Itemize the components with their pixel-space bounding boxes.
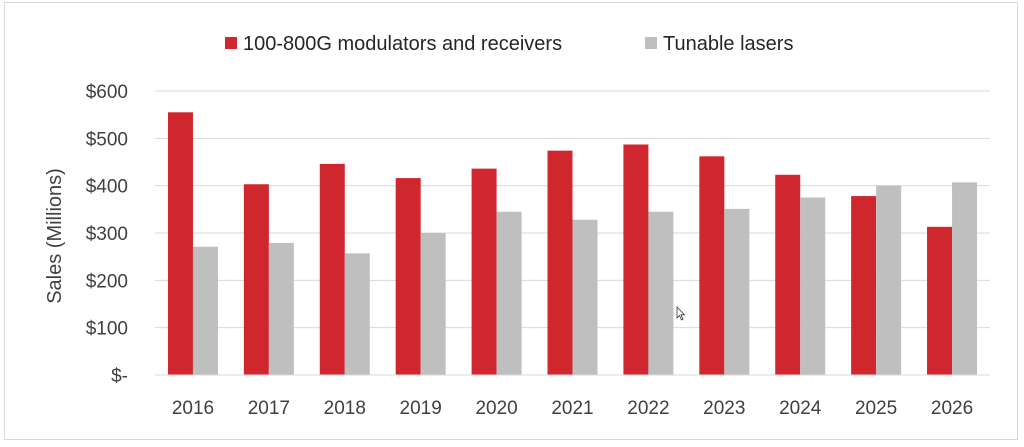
y-tick-label: $300 (86, 224, 128, 245)
x-tick-label: 2021 (551, 398, 593, 419)
bar-modulators-2020 (471, 168, 497, 375)
x-tick-label: 2016 (172, 398, 214, 419)
bar-tunable-lasers-2018 (344, 253, 370, 375)
y-axis-title: Sales (Millions) (44, 168, 66, 304)
bar-tunable-lasers-2017 (268, 242, 294, 375)
bar-modulators-2024 (775, 174, 801, 375)
legend-label-modulators: 100-800G modulators and receivers (243, 33, 562, 55)
x-tick-label: 2023 (703, 398, 745, 419)
bar-tunable-lasers-2016 (192, 246, 218, 375)
bar-modulators-2017 (243, 184, 269, 375)
bar-tunable-lasers-2024 (800, 197, 826, 375)
bar-modulators-2016 (167, 112, 193, 376)
y-tick-label: $600 (86, 82, 128, 103)
bar-modulators-2018 (319, 163, 345, 375)
x-tick-label: 2022 (627, 398, 669, 419)
y-tick-label: $- (111, 366, 128, 387)
bar-tunable-lasers-2020 (496, 211, 522, 375)
bar-modulators-2023 (699, 156, 725, 375)
bar-modulators-2025 (851, 196, 877, 375)
bar-modulators-2026 (927, 226, 953, 375)
bar-tunable-lasers-2023 (724, 208, 750, 375)
x-tick-label: 2024 (779, 398, 822, 419)
x-tick-label: 2026 (931, 398, 973, 419)
bar-tunable-lasers-2019 (420, 233, 446, 375)
legend-swatch-tunable-lasers (645, 37, 657, 49)
legend: 100-800G modulators and receivers Tunabl… (225, 33, 793, 55)
bar-tunable-lasers-2025 (876, 185, 902, 375)
y-tick-label: $200 (86, 271, 128, 292)
x-tick-label: 2020 (475, 398, 517, 419)
x-axis-tick-labels: 2016 2017 2018 2019 2020 2021 2022 2023 2024 2025… (172, 398, 973, 419)
x-tick-label: 2019 (400, 398, 442, 419)
mouse-cursor-icon (676, 306, 686, 321)
legend-swatch-modulators (225, 37, 237, 49)
bar-tunable-lasers-2026 (952, 182, 978, 375)
x-tick-label: 2017 (248, 398, 290, 419)
x-tick-label: 2018 (324, 398, 366, 419)
bars (167, 112, 978, 376)
bar-modulators-2022 (623, 144, 649, 375)
y-tick-label: $500 (86, 129, 128, 150)
y-tick-label: $100 (86, 319, 128, 340)
bar-tunable-lasers-2022 (648, 211, 674, 375)
legend-label-tunable-lasers: Tunable lasers (663, 33, 793, 55)
bar-tunable-lasers-2021 (572, 219, 598, 375)
gridlines (155, 90, 990, 329)
bar-modulators-2019 (395, 178, 421, 375)
x-tick-label: 2025 (855, 398, 897, 419)
y-tick-label: $400 (86, 177, 128, 198)
y-axis-tick-labels: $- $100 $200 $300 $400 $500 $600 (86, 82, 128, 387)
bar-modulators-2021 (547, 150, 573, 375)
